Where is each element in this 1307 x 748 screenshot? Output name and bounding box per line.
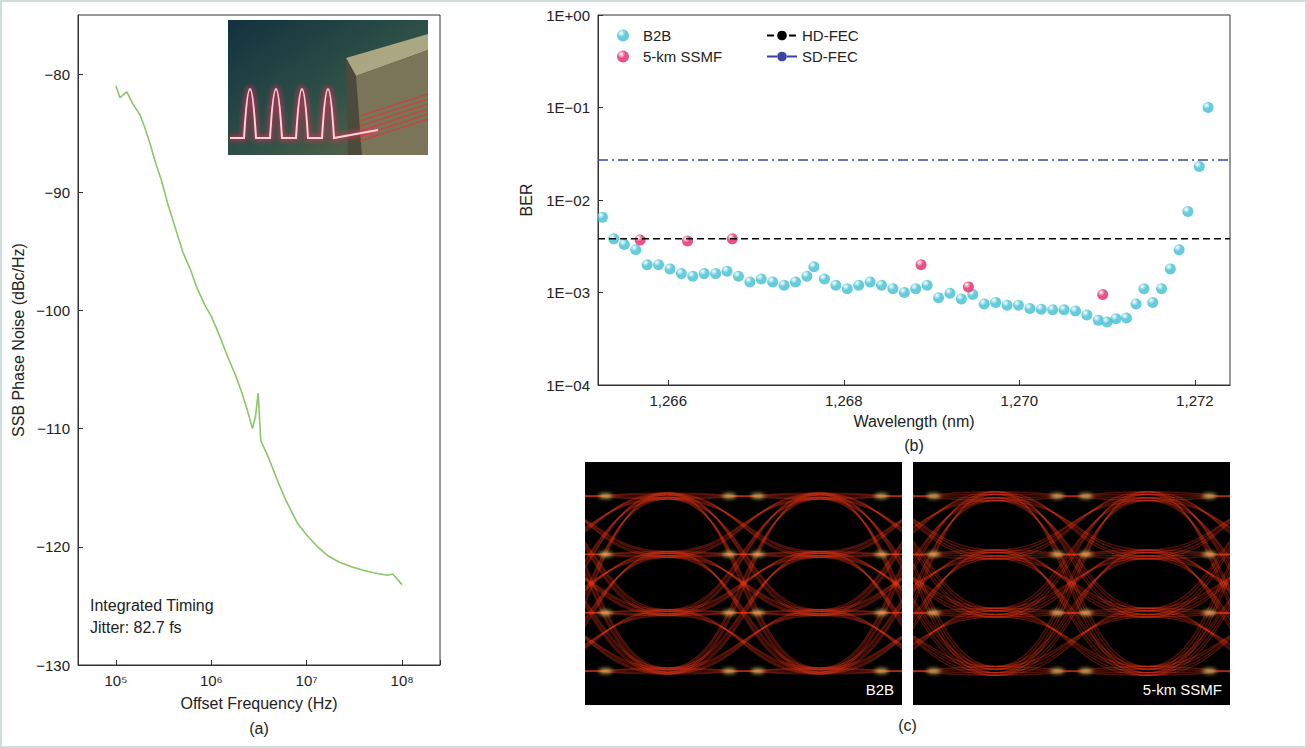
- svg-text:−80: −80: [45, 66, 70, 83]
- svg-text:Integrated Timing: Integrated Timing: [90, 597, 214, 614]
- svg-text:1E−04: 1E−04: [546, 377, 590, 394]
- svg-text:Jitter: 82.7 fs: Jitter: 82.7 fs: [90, 619, 182, 636]
- svg-text:1,272: 1,272: [1176, 392, 1214, 409]
- svg-text:1E−01: 1E−01: [546, 99, 590, 116]
- svg-text:−100: −100: [36, 302, 70, 319]
- svg-text:1,270: 1,270: [1001, 392, 1039, 409]
- svg-text:1,268: 1,268: [825, 392, 863, 409]
- svg-text:10⁶: 10⁶: [200, 672, 223, 689]
- svg-text:−120: −120: [36, 538, 70, 555]
- svg-text:−110: −110: [37, 420, 70, 437]
- svg-text:5-km SSMF: 5-km SSMF: [643, 48, 722, 65]
- svg-text:1E+00: 1E+00: [546, 7, 590, 24]
- svg-text:10⁷: 10⁷: [296, 672, 318, 689]
- svg-text:1E−03: 1E−03: [546, 284, 590, 301]
- svg-text:HD-FEC: HD-FEC: [802, 27, 859, 44]
- svg-text:−130: −130: [36, 657, 70, 674]
- svg-text:(b): (b): [904, 437, 924, 454]
- svg-text:1,266: 1,266: [649, 392, 687, 409]
- svg-text:B2B: B2B: [643, 27, 671, 44]
- svg-text:BER: BER: [518, 184, 535, 217]
- svg-text:SD-FEC: SD-FEC: [802, 48, 858, 65]
- svg-text:10⁸: 10⁸: [391, 672, 414, 689]
- svg-text:Offset Frequency (Hz): Offset Frequency (Hz): [180, 695, 337, 712]
- svg-text:−90: −90: [45, 184, 70, 201]
- svg-text:1E−02: 1E−02: [546, 192, 590, 209]
- svg-text:(a): (a): [249, 720, 269, 737]
- svg-text:Wavelength (nm): Wavelength (nm): [853, 413, 974, 430]
- svg-text:10⁵: 10⁵: [104, 672, 127, 689]
- svg-text:(c): (c): [898, 717, 917, 734]
- svg-text:5-km SSMF: 5-km SSMF: [1143, 681, 1222, 698]
- svg-text:SSB Phase Noise (dBc/Hz): SSB Phase Noise (dBc/Hz): [10, 243, 27, 437]
- svg-text:B2B: B2B: [866, 681, 894, 698]
